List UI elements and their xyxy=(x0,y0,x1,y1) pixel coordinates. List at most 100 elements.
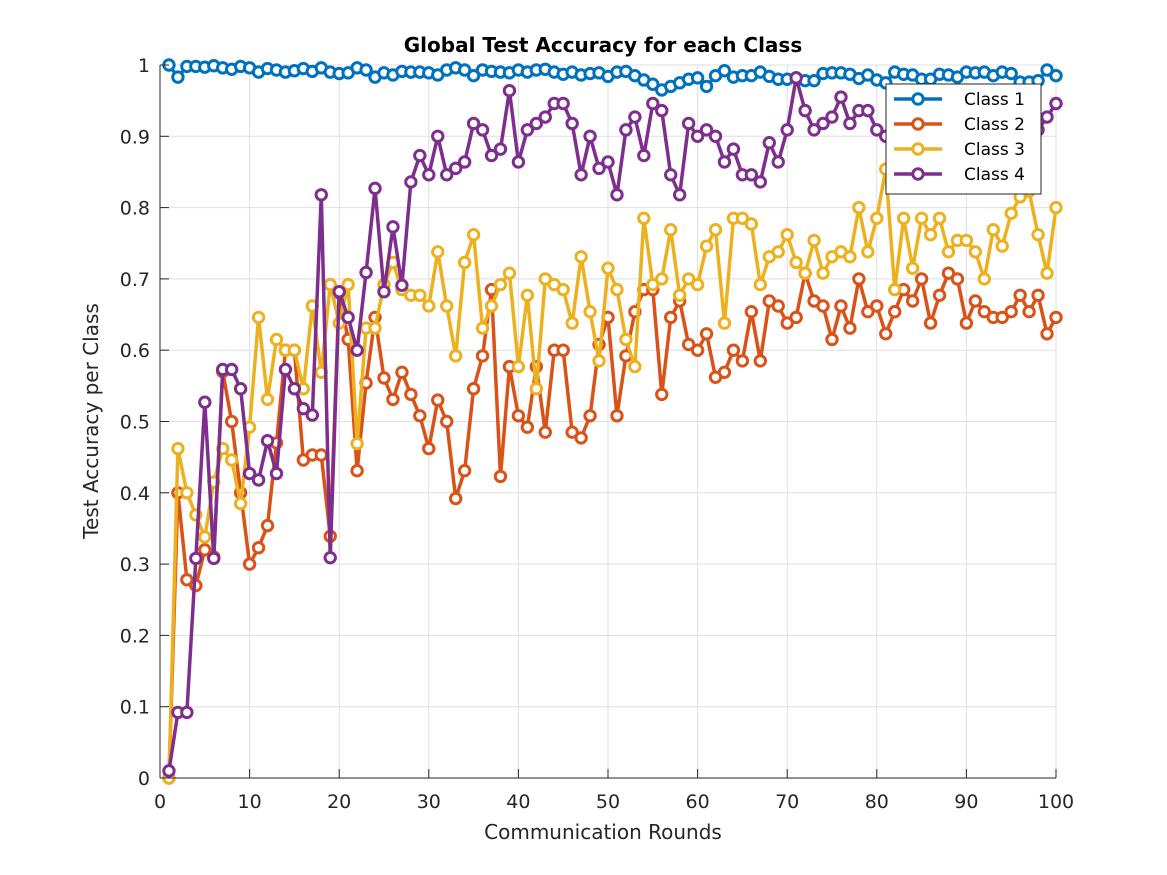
legend-label: Class 3 xyxy=(964,140,1025,160)
data-point xyxy=(646,277,660,292)
data-point xyxy=(852,200,866,215)
data-point xyxy=(440,168,454,182)
chart-title: Global Test Accuracy for each Class xyxy=(404,33,803,57)
data-point xyxy=(466,382,481,396)
data-point xyxy=(224,414,239,429)
data-point xyxy=(735,354,750,368)
data-point xyxy=(1013,288,1027,302)
data-point xyxy=(932,211,947,225)
data-point xyxy=(932,288,947,302)
data-point xyxy=(493,277,508,292)
data-point xyxy=(780,227,794,242)
data-point xyxy=(681,116,696,131)
data-point xyxy=(771,245,785,259)
data-point xyxy=(565,425,579,439)
data-point xyxy=(825,110,839,124)
data-point xyxy=(592,161,606,176)
y-tick-label: 0.8 xyxy=(120,198,150,220)
data-point xyxy=(251,473,266,487)
data-point xyxy=(628,359,642,374)
data-point xyxy=(475,123,490,137)
data-point xyxy=(672,288,687,302)
x-tick-label: 70 xyxy=(775,791,799,813)
data-point xyxy=(287,343,302,357)
data-point xyxy=(753,277,768,292)
legend-label: Class 4 xyxy=(964,165,1025,185)
data-point xyxy=(305,408,320,422)
x-tick-label: 90 xyxy=(954,791,978,813)
legend-label: Class 2 xyxy=(964,115,1025,135)
data-point xyxy=(377,371,391,385)
data-point xyxy=(717,316,732,330)
data-point xyxy=(637,211,651,225)
legend-item: Class 4 xyxy=(894,165,1025,185)
data-point xyxy=(332,285,346,299)
legend: Class 1 Class 2 Class 3 Class 4 xyxy=(885,83,1042,195)
legend-item: Class 1 xyxy=(894,90,1025,110)
data-point xyxy=(341,277,355,292)
data-point xyxy=(816,116,830,131)
data-point xyxy=(637,148,651,163)
data-point xyxy=(233,496,248,511)
legend-item: Class 3 xyxy=(894,140,1025,160)
data-point xyxy=(520,420,535,434)
data-point xyxy=(538,425,552,439)
data-point xyxy=(180,573,194,587)
data-point xyxy=(690,343,705,357)
data-point xyxy=(977,304,992,319)
data-point xyxy=(565,316,579,330)
data-point xyxy=(825,332,839,347)
data-point xyxy=(610,188,624,202)
data-point xyxy=(260,518,275,533)
data-point xyxy=(359,265,373,280)
data-point xyxy=(538,110,552,124)
data-point xyxy=(466,227,481,242)
data-point xyxy=(493,469,508,484)
data-point xyxy=(198,543,212,557)
data-point xyxy=(359,63,373,77)
data-point xyxy=(1022,304,1036,319)
data-point xyxy=(601,261,615,275)
data-point xyxy=(350,463,364,478)
x-tick-label: 30 xyxy=(417,791,441,813)
y-tick-label: 0 xyxy=(138,768,150,790)
data-point xyxy=(655,272,669,286)
legend-marker xyxy=(911,117,925,131)
data-point xyxy=(664,223,678,237)
data-point xyxy=(493,142,508,156)
data-point xyxy=(511,155,526,169)
data-point xyxy=(180,705,194,720)
data-point xyxy=(789,71,803,85)
data-point xyxy=(422,168,436,182)
data-point xyxy=(171,441,185,456)
data-point xyxy=(1004,206,1018,221)
data-point xyxy=(601,155,615,169)
data-point xyxy=(708,223,723,237)
data-point xyxy=(941,245,956,259)
data-point xyxy=(395,365,409,380)
data-point xyxy=(870,211,884,225)
data-point xyxy=(565,116,579,131)
data-point xyxy=(1031,227,1045,242)
y-tick-label: 0.7 xyxy=(120,269,150,291)
data-point xyxy=(744,217,759,231)
data-point xyxy=(1049,96,1063,111)
data-point xyxy=(368,181,382,196)
data-point xyxy=(1040,266,1054,280)
data-point xyxy=(457,463,472,478)
data-point xyxy=(646,96,660,111)
data-point xyxy=(484,148,499,163)
data-point xyxy=(1040,327,1054,341)
data-point xyxy=(475,321,490,335)
x-tick-label: 20 xyxy=(327,791,351,813)
data-point xyxy=(690,277,705,292)
data-point xyxy=(717,155,732,169)
data-point xyxy=(260,392,275,407)
data-point xyxy=(717,64,732,78)
data-point xyxy=(914,211,929,225)
data-point xyxy=(189,551,203,566)
data-point xyxy=(789,310,803,325)
data-point xyxy=(502,83,517,98)
data-point xyxy=(233,382,248,396)
data-point xyxy=(386,220,400,234)
